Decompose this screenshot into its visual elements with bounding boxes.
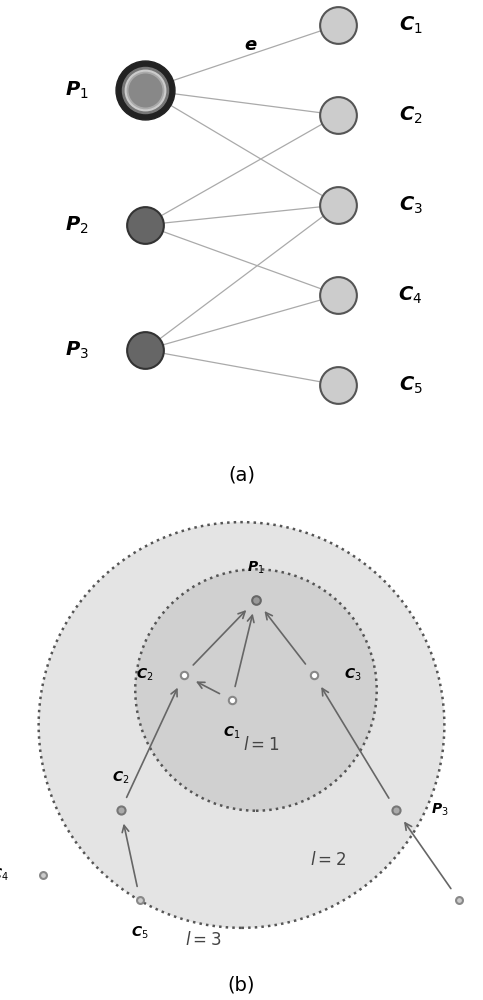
Text: $\boldsymbol{C}_4$: $\boldsymbol{C}_4$	[398, 284, 423, 306]
Point	[180, 667, 187, 683]
Point	[117, 802, 125, 818]
Text: $\boldsymbol{C}_3$: $\boldsymbol{C}_3$	[344, 667, 361, 683]
Point	[334, 197, 342, 213]
Point	[334, 287, 342, 303]
Point	[141, 342, 149, 358]
Text: $\boldsymbol{C}_3$: $\boldsymbol{C}_3$	[398, 194, 423, 216]
Point	[141, 82, 149, 98]
Point	[141, 82, 149, 98]
Text: $l=2$: $l=2$	[311, 851, 346, 869]
Text: $\boldsymbol{P}_1$: $\boldsymbol{P}_1$	[247, 559, 265, 576]
Point	[252, 592, 260, 608]
Point	[334, 107, 342, 123]
Point	[228, 692, 236, 708]
Text: $\boldsymbol{P}_3$: $\boldsymbol{P}_3$	[431, 802, 448, 818]
Ellipse shape	[135, 569, 377, 811]
Text: (a): (a)	[228, 466, 255, 485]
Ellipse shape	[39, 522, 444, 928]
Point	[141, 217, 149, 233]
Text: $\boldsymbol{C}_1$: $\boldsymbol{C}_1$	[398, 14, 423, 36]
Text: $\boldsymbol{C}_5$: $\boldsymbol{C}_5$	[398, 374, 423, 396]
Point	[141, 82, 149, 98]
Point	[455, 892, 463, 908]
Text: (b): (b)	[228, 976, 255, 994]
Point	[141, 82, 149, 98]
Text: $\boldsymbol{P}_1$: $\boldsymbol{P}_1$	[65, 79, 89, 101]
Text: $\boldsymbol{C}_2$: $\boldsymbol{C}_2$	[136, 667, 154, 683]
Text: $\boldsymbol{P}_3$: $\boldsymbol{P}_3$	[65, 339, 89, 361]
Text: $\boldsymbol{C}_5$: $\boldsymbol{C}_5$	[131, 924, 149, 941]
Point	[136, 892, 144, 908]
Text: $\boldsymbol{C}_4$: $\boldsymbol{C}_4$	[0, 867, 9, 883]
Text: $\boldsymbol{P}_2$: $\boldsymbol{P}_2$	[65, 214, 89, 236]
Text: $l=3$: $l=3$	[185, 931, 221, 949]
Point	[334, 17, 342, 33]
Text: $l=1$: $l=1$	[243, 736, 279, 754]
Text: $\boldsymbol{C}_2$: $\boldsymbol{C}_2$	[112, 769, 129, 786]
Text: $\boldsymbol{C}_1$: $\boldsymbol{C}_1$	[223, 724, 241, 741]
Point	[334, 377, 342, 393]
Point	[392, 802, 400, 818]
Point	[40, 867, 47, 883]
Point	[310, 667, 318, 683]
Text: $\boldsymbol{C}_2$: $\boldsymbol{C}_2$	[398, 104, 423, 126]
Text: $\boldsymbol{e}$: $\boldsymbol{e}$	[244, 36, 258, 54]
